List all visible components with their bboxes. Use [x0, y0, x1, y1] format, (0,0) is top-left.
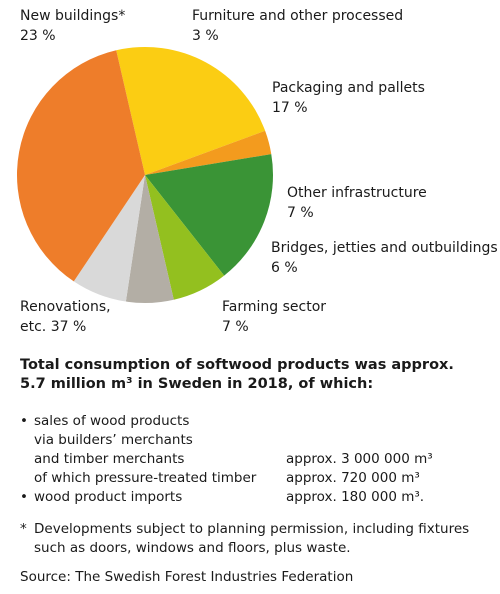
slice-label: Furniture and other processed [192, 8, 403, 24]
item-text: via builders’ merchants [34, 432, 193, 448]
pie-slice [116, 46, 266, 176]
summary-line-2: 5.7 million m³ in Sweden in 2018, of whi… [20, 376, 374, 392]
slice-label: Other infrastructure [287, 185, 427, 201]
slice-label: 7 % [222, 319, 249, 335]
slice-label: Renovations, [20, 299, 111, 315]
pie-slice [125, 175, 174, 303]
item-amount: approx. 3 000 000 m³ [286, 451, 433, 467]
summary-text: Total consumption of softwood products w… [20, 356, 490, 394]
pie-slice [145, 154, 273, 276]
slice-label: 23 % [20, 28, 56, 44]
slice-label: etc. 37 % [20, 319, 86, 335]
bullet: • [20, 413, 28, 429]
pie-slices [16, 46, 273, 303]
item-text: sales of wood products [34, 413, 190, 429]
item-amount: approx. 180 000 m³. [286, 489, 425, 505]
footnote-marker: * [20, 521, 27, 537]
consumption-list: • sales of wood products via builders’ m… [20, 412, 490, 507]
list-item: via builders’ merchants [20, 431, 490, 450]
item-amount: approx. 720 000 m³ [286, 470, 420, 486]
pie-labels: New buildings* 23 % Furniture and other pr… [20, 8, 498, 335]
pie-chart: New buildings* 23 % Furniture and other pr… [16, 8, 498, 335]
pie-slice [73, 175, 145, 302]
slice-label: Farming sector [222, 299, 326, 315]
slice-label: 7 % [287, 205, 314, 221]
slice-label: 17 % [272, 100, 308, 116]
source-text: Source: The Swedish Forest Industries Fe… [20, 569, 354, 585]
item-text: and timber merchants [34, 451, 185, 467]
summary-line-1: Total consumption of softwood products w… [20, 357, 454, 373]
list-item: • wood product imports approx. 180 000 m… [20, 488, 490, 507]
slice-label: 3 % [192, 28, 219, 44]
list-item: of which pressure-treated timber approx.… [20, 469, 490, 488]
slice-label: New buildings* [20, 8, 125, 24]
bullet: • [20, 489, 28, 505]
item-text: of which pressure-treated timber [34, 470, 257, 486]
slice-label: 6 % [271, 260, 298, 276]
list-item: • sales of wood products [20, 412, 490, 431]
footnote-text: Developments subject to planning permiss… [34, 521, 470, 556]
pie-slice [145, 130, 272, 175]
pie-slice [16, 50, 146, 282]
slice-label: Bridges, jetties and outbuildings [271, 240, 498, 256]
list-item: and timber merchants approx. 3 000 000 m… [20, 450, 490, 469]
slice-label: Packaging and pallets [272, 80, 425, 96]
pie-slice [145, 175, 225, 300]
item-text: wood product imports [34, 489, 183, 505]
